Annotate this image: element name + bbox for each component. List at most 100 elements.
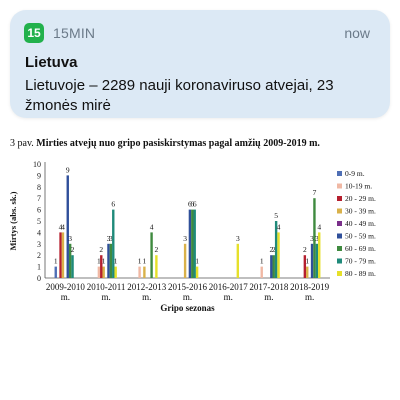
bar [277, 232, 280, 278]
legend-label: 70 - 79 m. [345, 257, 376, 266]
legend-swatch [337, 233, 342, 239]
bar [66, 175, 69, 278]
data-label: 6 [190, 200, 194, 209]
notification-title: Lietuva [25, 54, 78, 71]
x-axis-label: Gripo sezonas [160, 303, 215, 313]
data-label: 4 [150, 222, 154, 231]
legend-label: 60 - 69 m. [345, 244, 376, 253]
notification-time: now [344, 25, 370, 41]
data-label: 3 [310, 234, 314, 243]
bar [114, 266, 117, 278]
bar [155, 255, 158, 278]
data-label: 1 [114, 257, 118, 266]
data-label: 6 [111, 200, 115, 209]
x-tick-label-unit: m. [264, 292, 273, 302]
y-tick-label: 0 [37, 274, 41, 283]
data-label: 1 [97, 257, 101, 266]
bar [54, 266, 57, 278]
bar [188, 209, 192, 278]
legend-swatch [337, 208, 342, 214]
y-tick-label: 4 [37, 228, 41, 237]
legend-label: 40 - 49 m. [345, 219, 376, 228]
bar [193, 209, 196, 278]
data-label: 1 [138, 257, 142, 266]
data-label: 4 [61, 222, 65, 231]
bar [183, 243, 187, 278]
bar [195, 266, 199, 278]
data-label: 2 [272, 245, 276, 254]
legend-swatch [337, 221, 342, 226]
x-tick-label: 2016-2017 [209, 282, 248, 292]
data-label: 3 [315, 234, 319, 243]
legend-label: 20 - 29 m. [345, 194, 376, 203]
data-label: 9 [66, 165, 70, 174]
figure-caption: 3 pav. Mirties atvejų nuo gripo pasiskir… [10, 138, 395, 149]
figure-caption-title: Mirties atvejų nuo gripo pasiskirstymas … [36, 138, 320, 149]
bar [112, 209, 115, 278]
bar [303, 255, 307, 278]
data-label: 2 [269, 245, 273, 254]
legend-label: 0-9 m. [345, 169, 365, 178]
bar [310, 243, 314, 278]
data-label: 3 [236, 234, 240, 243]
legend-swatch [337, 258, 342, 264]
data-label: 5 [274, 211, 278, 220]
data-label: 4 [277, 222, 281, 231]
bar [68, 243, 72, 278]
bar [306, 266, 309, 278]
data-label: 1 [54, 257, 58, 266]
x-tick-label: 2015-2016 [168, 282, 207, 292]
bar [313, 198, 316, 278]
data-label: 4 [317, 222, 321, 231]
data-label: 2 [71, 245, 75, 254]
y-tick-label: 2 [37, 251, 41, 260]
x-tick-label-unit: m. [61, 292, 70, 302]
y-tick-label: 1 [37, 263, 41, 272]
y-tick-label: 5 [37, 217, 41, 226]
legend-swatch [337, 171, 342, 176]
data-label: 4 [59, 222, 63, 231]
data-label: 1 [195, 257, 199, 266]
x-tick-label-unit: m. [101, 292, 110, 302]
y-axis-label: Mirtys (abs. sk.) [8, 191, 18, 250]
data-label: 1 [260, 257, 264, 266]
bar [71, 255, 74, 278]
data-label: 3 [183, 234, 187, 243]
notification-banner[interactable]: 15 15MIN now Lietuva Lietuvoje – 2289 na… [10, 10, 390, 118]
app-icon: 15 [24, 23, 44, 43]
bar [274, 221, 278, 278]
legend-swatch [337, 246, 342, 251]
bar [260, 266, 263, 278]
notification-body: Lietuvoje – 2289 nauji koronaviruso atve… [25, 77, 334, 114]
data-label: 3 [107, 234, 111, 243]
data-label: 2 [303, 245, 307, 254]
x-tick-label: 2012-2013 [127, 282, 166, 292]
legend-label: 50 - 59 m. [345, 232, 376, 241]
bar [109, 243, 113, 278]
bar [143, 266, 146, 278]
y-tick-label: 8 [37, 183, 41, 192]
legend-swatch [337, 271, 342, 276]
legend-swatch [337, 196, 342, 201]
x-tick-label: 2018-2019 [290, 282, 329, 292]
bar [59, 232, 62, 278]
bar [138, 266, 141, 278]
legend-label: 10-19 m. [345, 182, 372, 191]
x-tick-label: 2010-2011 [87, 282, 126, 292]
bar [191, 209, 194, 278]
bar [102, 266, 105, 278]
legend-swatch [337, 183, 342, 189]
data-label: 2 [155, 245, 159, 254]
data-label: 1 [305, 257, 309, 266]
bar [270, 255, 273, 278]
y-tick-label: 3 [37, 240, 41, 249]
x-tick-label-unit: m. [183, 292, 192, 302]
data-label: 1 [143, 257, 147, 266]
bar [150, 232, 153, 278]
data-label: 3 [109, 234, 113, 243]
bar [100, 255, 103, 278]
y-tick-label: 10 [33, 160, 41, 169]
bar [315, 243, 319, 278]
data-label: 2 [99, 245, 103, 254]
bar [318, 232, 321, 278]
